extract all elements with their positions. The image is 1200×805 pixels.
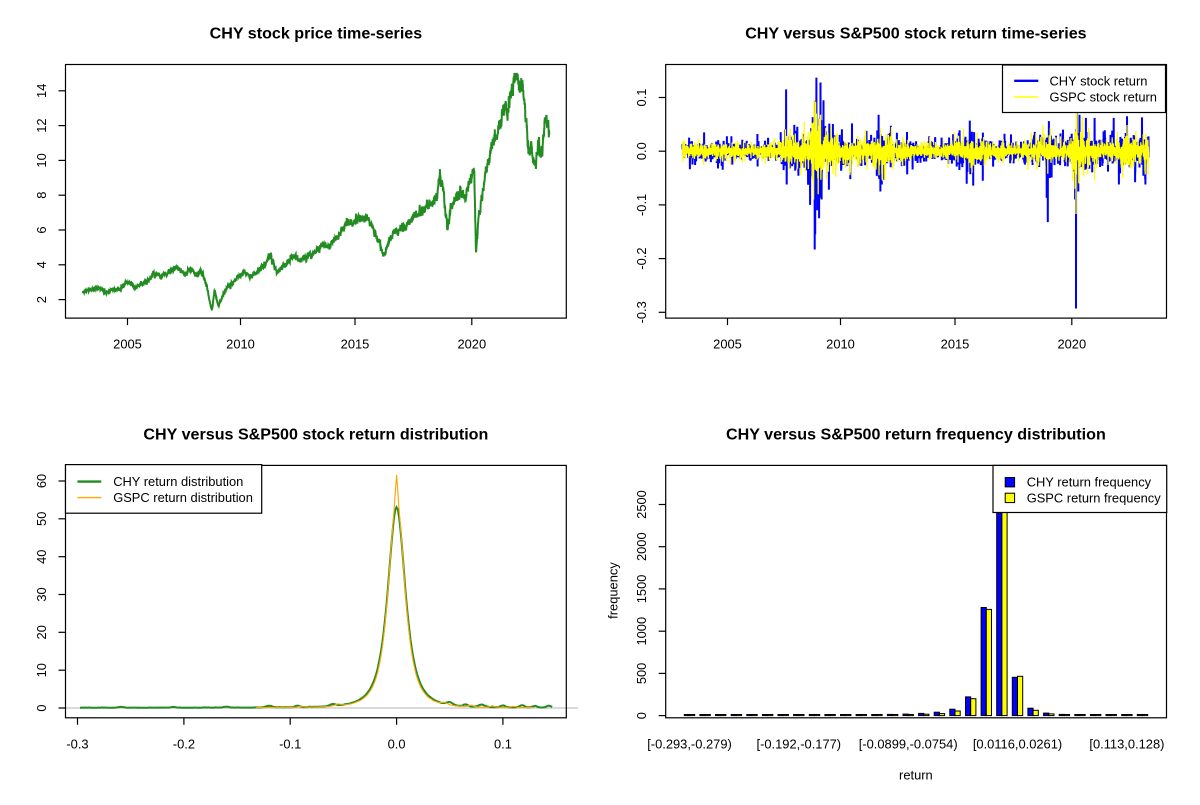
svg-text:GSPC return distribution: GSPC return distribution <box>113 490 253 505</box>
svg-text:0.1: 0.1 <box>634 89 649 107</box>
svg-text:-0.2: -0.2 <box>173 736 195 751</box>
svg-text:1500: 1500 <box>634 575 649 604</box>
svg-text:GSPC return frequency: GSPC return frequency <box>1027 490 1162 505</box>
svg-text:0.0: 0.0 <box>388 736 406 751</box>
svg-text:CHY versus S&P500 stock return: CHY versus S&P500 stock return time-seri… <box>745 25 1086 43</box>
svg-text:1000: 1000 <box>634 617 649 646</box>
svg-text:CHY versus S&P500 stock return: CHY versus S&P500 stock return distribut… <box>143 425 488 443</box>
svg-text:2500: 2500 <box>634 490 649 519</box>
svg-text:[0.113,0.128): [0.113,0.128) <box>1089 736 1164 751</box>
svg-text:CHY return frequency: CHY return frequency <box>1027 475 1152 490</box>
svg-text:-0.3: -0.3 <box>66 736 88 751</box>
svg-text:frequency: frequency <box>606 562 621 619</box>
svg-text:10: 10 <box>34 153 49 167</box>
svg-text:[-0.293,-0.279): [-0.293,-0.279) <box>647 736 732 751</box>
svg-text:-0.3: -0.3 <box>634 301 649 323</box>
svg-text:2010: 2010 <box>226 337 255 352</box>
svg-text:2010: 2010 <box>826 337 855 352</box>
svg-text:10: 10 <box>34 663 49 677</box>
svg-text:20: 20 <box>34 625 49 639</box>
svg-text:return: return <box>899 767 933 782</box>
svg-text:14: 14 <box>34 84 49 98</box>
svg-text:0: 0 <box>634 712 649 719</box>
svg-text:[-0.192,-0.177): [-0.192,-0.177) <box>757 736 842 751</box>
svg-text:2005: 2005 <box>713 337 742 352</box>
svg-text:4: 4 <box>34 261 49 268</box>
svg-text:[0.0116,0.0261): [0.0116,0.0261) <box>973 736 1062 751</box>
svg-text:CHY stock price time-series: CHY stock price time-series <box>210 25 423 43</box>
svg-text:0.0: 0.0 <box>634 142 649 160</box>
svg-text:2015: 2015 <box>941 337 970 352</box>
svg-text:50: 50 <box>34 512 49 526</box>
svg-text:8: 8 <box>34 192 49 199</box>
svg-text:60: 60 <box>34 474 49 488</box>
svg-text:2015: 2015 <box>341 337 370 352</box>
svg-text:2005: 2005 <box>113 337 142 352</box>
svg-text:12: 12 <box>34 118 49 132</box>
svg-text:CHY stock return: CHY stock return <box>1050 73 1148 88</box>
svg-text:500: 500 <box>634 663 649 685</box>
svg-text:GSPC stock return: GSPC stock return <box>1050 90 1157 105</box>
svg-text:2: 2 <box>34 296 49 303</box>
svg-text:-0.1: -0.1 <box>634 194 649 216</box>
svg-text:CHY return distribution: CHY return distribution <box>113 474 243 489</box>
svg-text:2020: 2020 <box>1057 337 1086 352</box>
svg-text:6: 6 <box>34 226 49 233</box>
svg-text:-0.2: -0.2 <box>634 247 649 269</box>
svg-text:0.1: 0.1 <box>494 736 512 751</box>
svg-text:40: 40 <box>34 550 49 564</box>
svg-text:0: 0 <box>34 704 49 711</box>
svg-text:2020: 2020 <box>457 337 486 352</box>
svg-text:2000: 2000 <box>634 532 649 561</box>
svg-text:-0.1: -0.1 <box>279 736 301 751</box>
svg-text:[-0.0899,-0.0754): [-0.0899,-0.0754) <box>859 736 958 751</box>
svg-text:CHY versus S&P500 return frequ: CHY versus S&P500 return frequency distr… <box>726 425 1106 443</box>
svg-text:30: 30 <box>34 587 49 601</box>
